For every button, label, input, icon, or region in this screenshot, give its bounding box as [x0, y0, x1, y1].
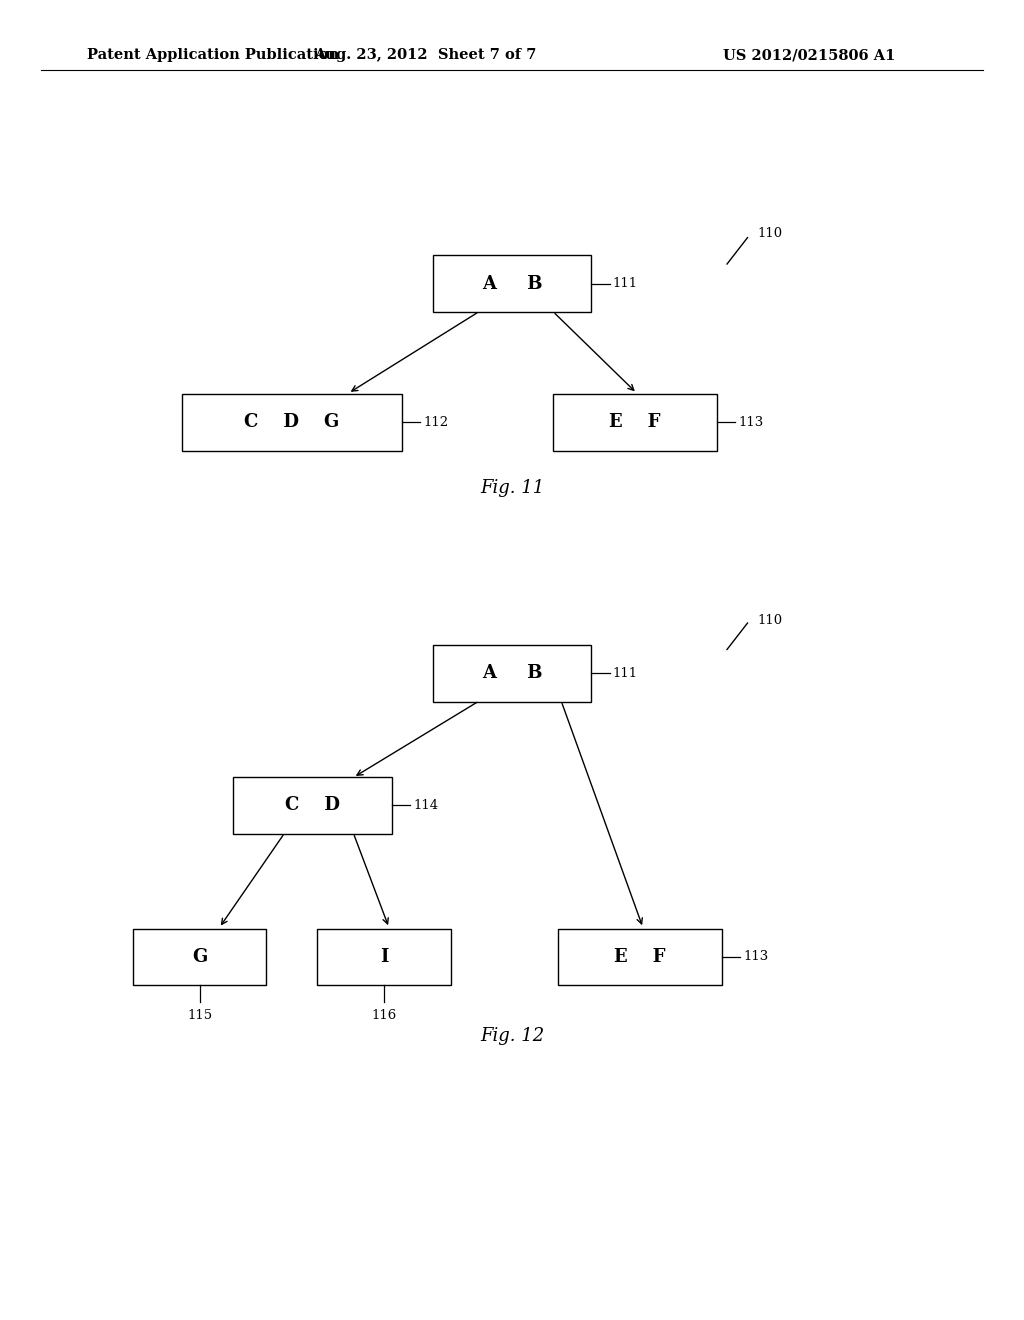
Text: Fig. 12: Fig. 12: [480, 1027, 544, 1045]
Text: Patent Application Publication: Patent Application Publication: [87, 49, 339, 62]
Text: 112: 112: [424, 416, 449, 429]
Text: E    F: E F: [609, 413, 660, 432]
FancyBboxPatch shape: [232, 776, 391, 834]
FancyBboxPatch shape: [432, 255, 592, 312]
Text: Fig. 11: Fig. 11: [480, 479, 544, 498]
Text: 114: 114: [414, 799, 438, 812]
FancyBboxPatch shape: [553, 393, 717, 450]
Text: E    F: E F: [614, 948, 666, 966]
Text: C    D: C D: [285, 796, 340, 814]
FancyBboxPatch shape: [133, 929, 266, 985]
Text: 111: 111: [612, 667, 638, 680]
FancyBboxPatch shape: [317, 929, 451, 985]
Text: US 2012/0215806 A1: US 2012/0215806 A1: [723, 49, 895, 62]
Text: G: G: [193, 948, 207, 966]
FancyBboxPatch shape: [558, 929, 722, 985]
Text: I: I: [380, 948, 388, 966]
Text: 115: 115: [187, 1008, 212, 1022]
Text: A     B: A B: [481, 275, 543, 293]
Text: 111: 111: [612, 277, 638, 290]
Text: A     B: A B: [481, 664, 543, 682]
Text: C    D    G: C D G: [244, 413, 340, 432]
Text: Aug. 23, 2012  Sheet 7 of 7: Aug. 23, 2012 Sheet 7 of 7: [313, 49, 537, 62]
FancyBboxPatch shape: [182, 393, 401, 450]
Text: 113: 113: [738, 416, 764, 429]
Text: 110: 110: [758, 227, 783, 240]
FancyBboxPatch shape: [432, 645, 592, 702]
Text: 116: 116: [372, 1008, 396, 1022]
Text: 110: 110: [758, 614, 783, 627]
Text: 113: 113: [743, 950, 769, 964]
